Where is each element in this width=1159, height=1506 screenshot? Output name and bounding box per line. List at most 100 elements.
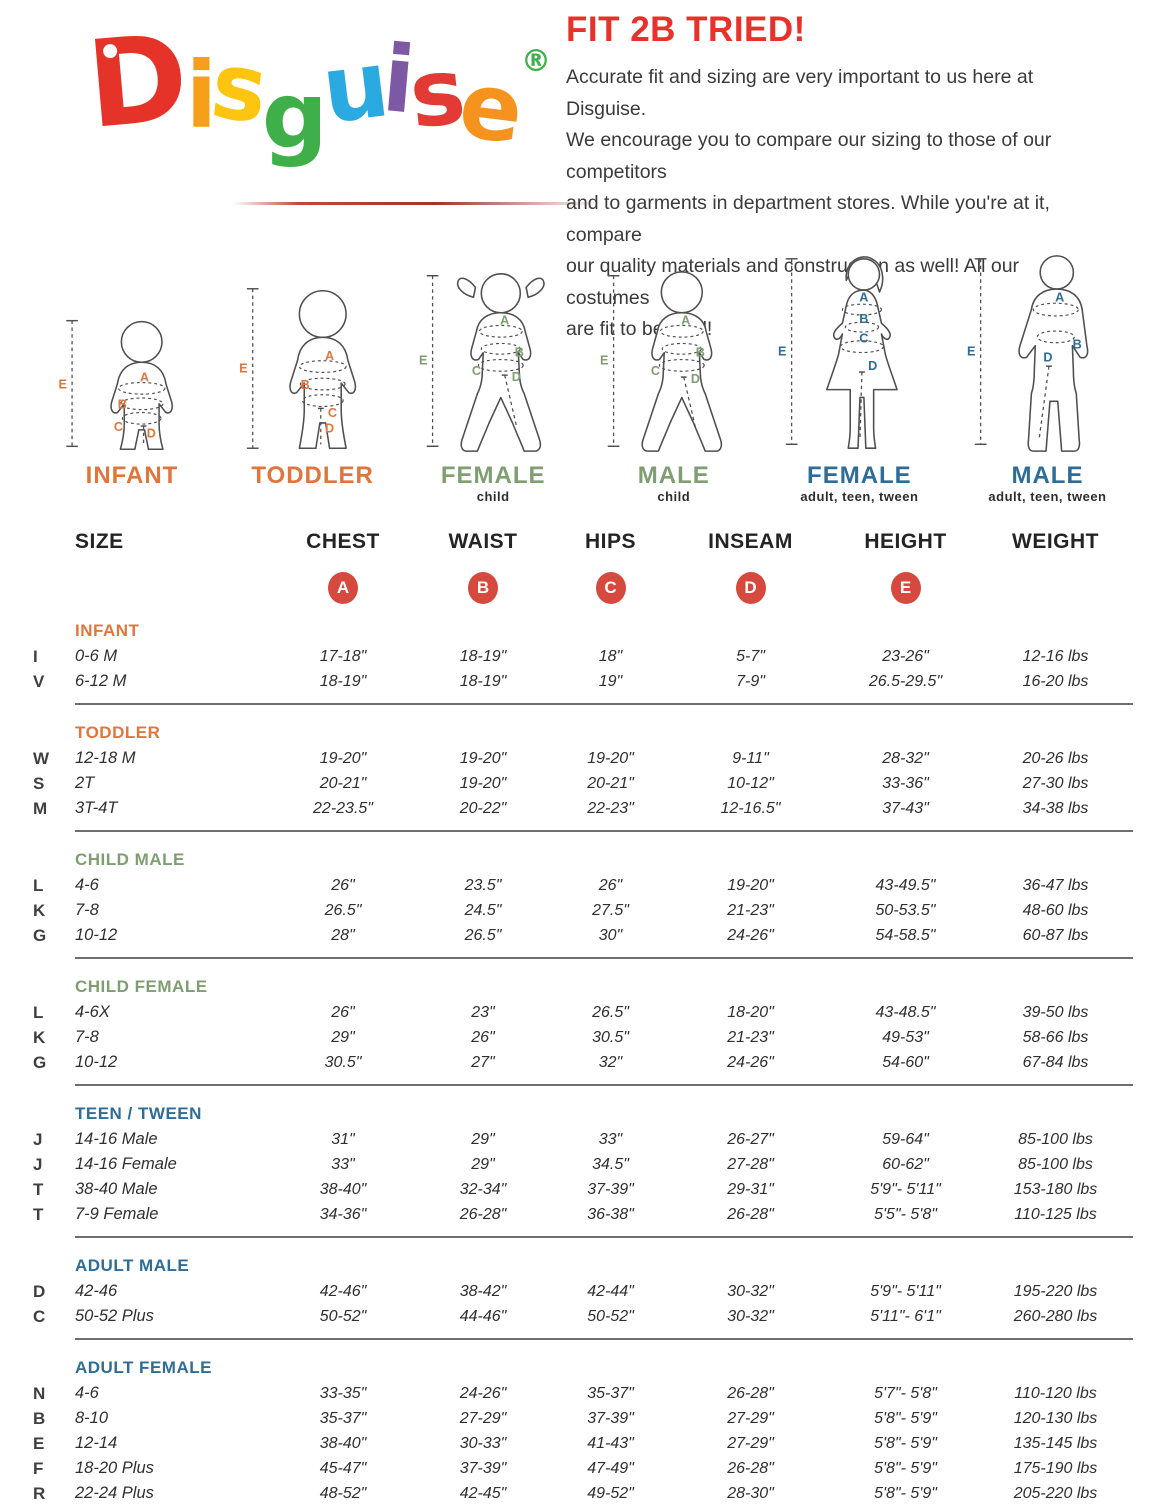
row-value: 29"	[471, 1130, 495, 1148]
figure-label-female-child: FEMALE	[440, 462, 546, 489]
row-value: 21-23"	[727, 1028, 774, 1046]
table-row: M 3T-4T 22-23.5" 20-22" 22-23" 12-16.5" 37-43"…	[28, 796, 1133, 821]
row-value: 19-20"	[319, 749, 367, 767]
table-row: G 10-12 28" 26.5" 30" 24-26" 54-58.5" 60-87 lbs	[28, 923, 1133, 948]
svg-text:B: B	[860, 312, 869, 326]
figure-label-male-adult: MALE	[1011, 462, 1084, 489]
row-code: N	[33, 1383, 46, 1403]
row-value: 27-29"	[459, 1409, 507, 1427]
table-row: I 0-6 M 17-18" 18-19" 18" 5-7" 23-26" 12-16 lbs	[28, 644, 1133, 669]
row-value: 50-52"	[587, 1307, 634, 1325]
svg-text:B: B	[118, 398, 127, 412]
row-size-label: 3T-4T	[75, 799, 118, 817]
row-size-label: 4-6	[75, 876, 99, 894]
row-value: 33-36"	[882, 774, 929, 792]
figure-infant: E A B C D INFANT	[52, 311, 212, 510]
row-value: 30-33"	[459, 1434, 507, 1452]
row-value: 60-62"	[882, 1155, 929, 1173]
row-code: S	[33, 773, 45, 793]
row-code: L	[33, 875, 44, 895]
row-value: 110-120 lbs	[1014, 1384, 1097, 1402]
row-value: 18"	[598, 647, 623, 665]
row-value: 24.5"	[464, 901, 502, 919]
table-row: L 4-6X 26" 23" 26.5" 18-20" 43-48.5" 39-50 lbs	[28, 1000, 1133, 1025]
section-divider	[75, 830, 1133, 832]
row-size-label: 22-24 Plus	[75, 1484, 154, 1502]
row-value: 28"	[331, 926, 355, 944]
section-divider	[75, 1338, 1133, 1340]
row-value: 5'7"- 5'8"	[874, 1384, 937, 1402]
figure-female-adult: E A B C D FEMALE adult, teen, tween	[774, 251, 944, 510]
logo-letter: s	[205, 31, 269, 144]
table-row: E 12-14 38-40" 30-33" 41-43" 27-29" 5'8"- 5'9"…	[28, 1431, 1133, 1456]
table-row: J 14-16 Male 31" 29" 33" 26-27" 59-64" 85-100 l…	[28, 1127, 1133, 1152]
row-size-label: 8-10	[75, 1409, 109, 1427]
table-row: G 10-12 30.5" 27" 32" 24-26" 54-60" 67-84 lbs	[28, 1050, 1133, 1075]
section-header-row: CHILD FEMALE	[28, 968, 1133, 1000]
logo-divider-rule	[232, 202, 604, 205]
logo-eye-dot	[102, 43, 118, 59]
intro-text-line: We encourage you to compare our sizing t…	[566, 129, 1052, 183]
row-value: 5'8"- 5'9"	[874, 1409, 937, 1427]
row-value: 5'8"- 5'9"	[874, 1484, 937, 1502]
row-value: 43-48.5"	[875, 1003, 936, 1021]
table-row: C 50-52 Plus 50-52" 44-46" 50-52" 30-32" 5'11"…	[28, 1304, 1133, 1329]
measure-badge-b: B	[468, 572, 498, 604]
row-value: 30-32"	[727, 1307, 774, 1325]
toddler-figure-drawing: E A B C D	[239, 288, 356, 449]
row-value: 54-58.5"	[875, 926, 936, 944]
svg-text:D: D	[325, 422, 334, 436]
row-value: 85-100 lbs	[1018, 1130, 1093, 1148]
table-header-row: SIZE CHEST WAIST HIPS INSEAM HEIGHT WEIG…	[28, 530, 1133, 564]
row-value: 36-38"	[587, 1205, 634, 1223]
female-child-head	[480, 273, 522, 314]
svg-text:E: E	[239, 361, 247, 375]
column-header-hips: HIPS	[584, 530, 636, 553]
row-value: 37-39"	[587, 1409, 634, 1427]
measure-badge-c: C	[595, 572, 626, 604]
row-value: 27-29"	[727, 1434, 774, 1452]
logo-letter: D	[82, 9, 189, 156]
row-value: 20-22"	[459, 799, 507, 817]
row-value: 26"	[471, 1028, 495, 1046]
table-row: F 18-20 Plus 45-47" 37-39" 47-49" 26-28" 5'8"-…	[28, 1456, 1133, 1481]
row-value: 37-43"	[882, 799, 929, 817]
row-code: G	[33, 925, 47, 945]
table-row: J 14-16 Female 33" 29" 34.5" 27-28" 60-62" 85-1…	[28, 1152, 1133, 1177]
row-code: R	[33, 1483, 46, 1503]
row-value: 38-40"	[319, 1180, 367, 1198]
row-value: 175-190 lbs	[1013, 1459, 1098, 1477]
table-row: N 4-6 33-35" 24-26" 35-37" 26-28" 5'7"- 5'8" 11…	[28, 1381, 1133, 1406]
row-value: 20-26 lbs	[1022, 749, 1089, 767]
row-value: 38-40"	[319, 1434, 367, 1452]
svg-text:C: C	[860, 332, 869, 346]
row-value: 33"	[598, 1130, 623, 1148]
section-header-row: TODDLER	[28, 714, 1133, 746]
row-value: 26"	[598, 876, 623, 894]
row-code: D	[33, 1281, 46, 1301]
row-value: 50-53.5"	[875, 901, 936, 919]
row-value: 44-46"	[459, 1307, 507, 1325]
female-child-figure-drawing: E A B C D	[419, 273, 545, 452]
row-value: 26.5"	[464, 926, 502, 944]
table-row: K 7-8 26.5" 24.5" 27.5" 21-23" 50-53.5" 48-60 l…	[28, 898, 1133, 923]
figure-label-infant: INFANT	[85, 462, 179, 489]
row-value: 27.5"	[592, 901, 629, 919]
row-value: 26.5"	[592, 1003, 629, 1021]
registered-mark: ®	[521, 44, 551, 79]
section-title: CHILD MALE	[75, 850, 185, 869]
row-value: 21-23"	[727, 901, 774, 919]
svg-text:D: D	[691, 372, 700, 386]
figure-toddler: E A B C D TODDLER	[233, 281, 393, 510]
row-value: 48-60 lbs	[1022, 901, 1089, 919]
row-value: 30.5"	[324, 1053, 362, 1071]
row-value: 85-100 lbs	[1018, 1155, 1093, 1173]
row-code: C	[33, 1306, 46, 1326]
svg-text:C: C	[114, 420, 123, 434]
row-value: 19-20"	[459, 749, 507, 767]
row-value: 19-20"	[587, 749, 634, 767]
svg-text:A: A	[140, 371, 149, 385]
row-value: 37-39"	[459, 1459, 507, 1477]
table-row: D 42-46 42-46" 38-42" 42-44" 30-32" 5'9"- 5'11…	[28, 1279, 1133, 1304]
row-value: 22-23.5"	[313, 799, 373, 817]
